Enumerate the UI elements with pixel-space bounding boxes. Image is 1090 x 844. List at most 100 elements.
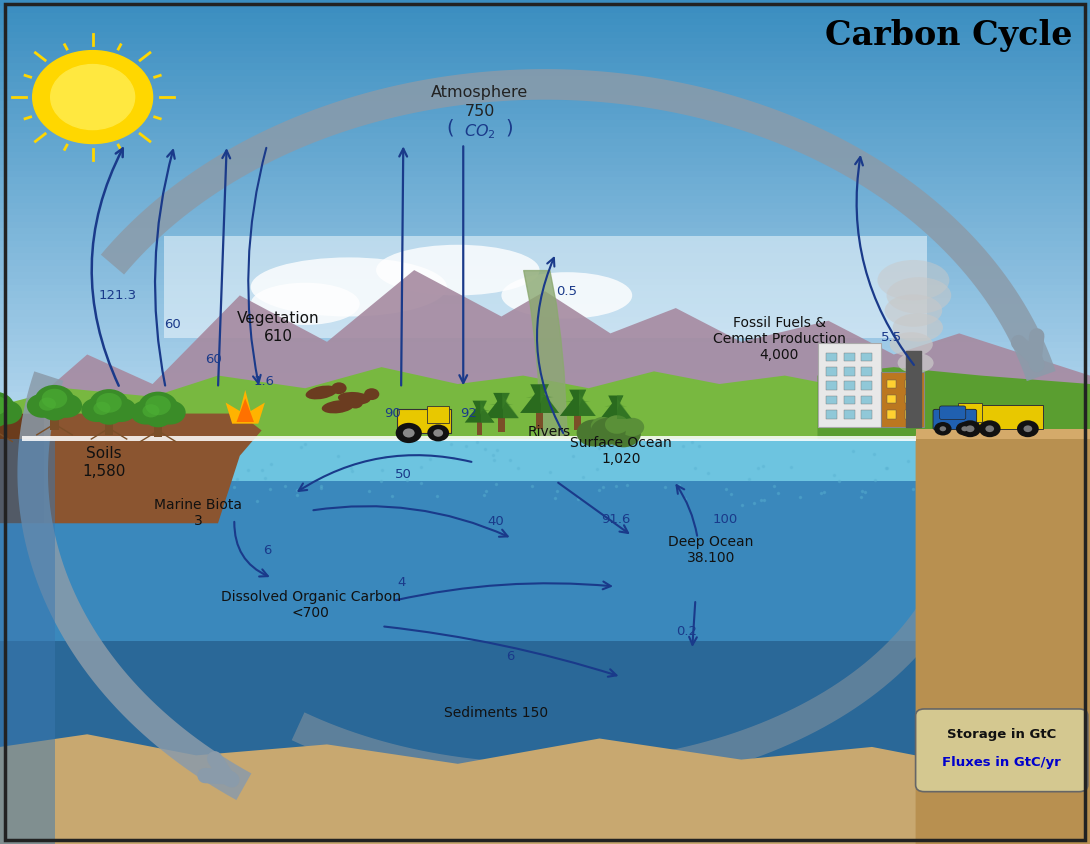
Text: Carbon Cycle: Carbon Cycle bbox=[824, 19, 1073, 52]
Ellipse shape bbox=[877, 260, 949, 300]
Bar bbox=[0, 424, 1090, 430]
Text: $\it{CO_2}$: $\it{CO_2}$ bbox=[463, 122, 496, 141]
Circle shape bbox=[0, 405, 9, 427]
Bar bbox=[536, 411, 543, 429]
Circle shape bbox=[1017, 420, 1039, 437]
Polygon shape bbox=[560, 393, 595, 416]
Text: Deep Ocean
38.100: Deep Ocean 38.100 bbox=[668, 535, 753, 565]
Bar bbox=[0, 158, 1090, 165]
Bar bbox=[905, 410, 913, 419]
Circle shape bbox=[959, 420, 981, 437]
Circle shape bbox=[145, 396, 171, 415]
Circle shape bbox=[39, 398, 56, 411]
Text: 92: 92 bbox=[460, 407, 477, 420]
Bar bbox=[0, 95, 1090, 101]
Ellipse shape bbox=[501, 272, 632, 319]
Bar bbox=[0, 266, 1090, 272]
Circle shape bbox=[979, 420, 1001, 437]
Bar bbox=[0, 291, 1090, 297]
Bar bbox=[0, 398, 1090, 405]
Bar bbox=[887, 410, 896, 419]
Bar bbox=[0, 25, 1090, 31]
Circle shape bbox=[985, 425, 994, 432]
Polygon shape bbox=[481, 401, 486, 415]
Circle shape bbox=[27, 393, 58, 418]
Polygon shape bbox=[502, 392, 510, 410]
Ellipse shape bbox=[322, 400, 354, 414]
Circle shape bbox=[396, 423, 422, 443]
Circle shape bbox=[434, 429, 443, 437]
Polygon shape bbox=[237, 398, 254, 422]
Circle shape bbox=[403, 429, 414, 437]
Circle shape bbox=[605, 415, 629, 434]
Text: (: ( bbox=[447, 119, 453, 138]
Text: 100: 100 bbox=[712, 512, 738, 526]
Circle shape bbox=[966, 425, 974, 432]
Polygon shape bbox=[473, 401, 486, 415]
FancyBboxPatch shape bbox=[427, 406, 449, 423]
Bar bbox=[0, 215, 1090, 221]
Bar bbox=[0, 221, 1090, 228]
Text: Marine Biota
3: Marine Biota 3 bbox=[155, 498, 242, 528]
Bar bbox=[0, 335, 1090, 342]
Bar bbox=[154, 418, 162, 437]
Polygon shape bbox=[530, 384, 548, 403]
Polygon shape bbox=[580, 393, 595, 416]
Ellipse shape bbox=[885, 295, 942, 327]
Text: Fossil Fuels &
Cement Production
4,000: Fossil Fuels & Cement Production 4,000 bbox=[713, 316, 846, 362]
Polygon shape bbox=[541, 384, 548, 403]
Polygon shape bbox=[0, 439, 54, 844]
Circle shape bbox=[138, 392, 178, 422]
Bar bbox=[844, 367, 855, 376]
Bar bbox=[0, 139, 1090, 145]
Circle shape bbox=[364, 388, 379, 400]
Bar bbox=[0, 284, 1090, 291]
Text: 50: 50 bbox=[395, 468, 412, 481]
Bar bbox=[0, 494, 1090, 500]
Bar bbox=[0, 481, 1090, 487]
Bar bbox=[826, 367, 837, 376]
Circle shape bbox=[51, 64, 135, 130]
Text: 6: 6 bbox=[263, 544, 271, 557]
Bar bbox=[0, 44, 1090, 51]
Circle shape bbox=[0, 392, 14, 422]
Bar bbox=[613, 417, 619, 432]
Circle shape bbox=[94, 402, 110, 415]
Bar bbox=[844, 410, 855, 419]
Bar bbox=[0, 57, 1090, 63]
Bar bbox=[0, 121, 1090, 127]
Ellipse shape bbox=[338, 392, 371, 405]
Circle shape bbox=[33, 51, 153, 143]
Circle shape bbox=[35, 385, 74, 415]
Bar bbox=[0, 474, 1090, 481]
Bar bbox=[0, 184, 1090, 190]
Bar bbox=[905, 380, 913, 388]
Bar bbox=[0, 373, 1090, 380]
Bar bbox=[0, 246, 1090, 253]
Circle shape bbox=[40, 398, 69, 420]
Circle shape bbox=[606, 420, 641, 447]
Bar bbox=[861, 381, 872, 390]
Circle shape bbox=[95, 403, 123, 425]
Bar bbox=[0, 6, 1090, 13]
Bar bbox=[0, 367, 1090, 373]
Polygon shape bbox=[494, 392, 510, 410]
Bar bbox=[0, 31, 1090, 38]
Polygon shape bbox=[481, 403, 495, 423]
Bar bbox=[0, 481, 1090, 650]
FancyBboxPatch shape bbox=[933, 409, 977, 430]
Bar bbox=[905, 395, 913, 403]
Bar bbox=[0, 272, 1090, 279]
Bar bbox=[0, 235, 1090, 241]
Polygon shape bbox=[226, 390, 265, 424]
Bar bbox=[0, 69, 1090, 76]
Bar bbox=[0, 63, 1090, 69]
Bar bbox=[0, 177, 1090, 184]
Bar bbox=[0, 13, 1090, 19]
Ellipse shape bbox=[251, 257, 447, 316]
Bar bbox=[0, 253, 1090, 259]
Bar bbox=[861, 396, 872, 404]
Bar bbox=[0, 203, 1090, 209]
Circle shape bbox=[591, 417, 615, 436]
Bar bbox=[844, 396, 855, 404]
